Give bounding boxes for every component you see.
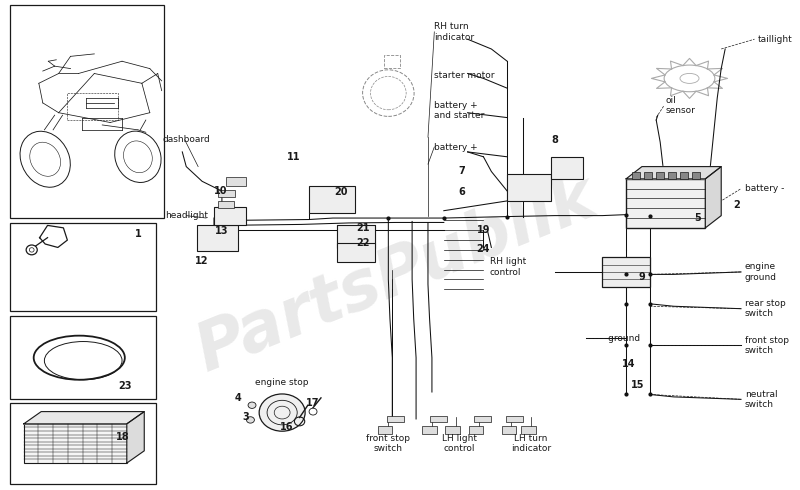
Text: dashboard: dashboard <box>162 135 210 144</box>
Text: taillight: taillight <box>758 35 793 44</box>
Text: 15: 15 <box>631 380 645 390</box>
Text: 17: 17 <box>306 398 320 408</box>
Text: 4: 4 <box>234 393 241 403</box>
Bar <box>226 177 246 186</box>
Text: 3: 3 <box>242 413 249 422</box>
Bar <box>337 243 375 262</box>
Bar <box>10 403 156 484</box>
Bar <box>430 416 447 422</box>
Text: LH light
control: LH light control <box>442 434 477 453</box>
Bar <box>10 316 156 399</box>
Text: 24: 24 <box>477 244 490 254</box>
Bar <box>386 416 404 422</box>
Text: 18: 18 <box>116 432 130 442</box>
Bar <box>474 416 491 422</box>
Text: 22: 22 <box>356 238 370 247</box>
Bar <box>626 179 706 228</box>
Text: front stop
switch: front stop switch <box>366 434 410 453</box>
Bar <box>656 172 664 179</box>
Text: 10: 10 <box>214 186 227 196</box>
Text: 1: 1 <box>135 229 142 239</box>
Text: LH turn
indicator: LH turn indicator <box>511 434 551 453</box>
Ellipse shape <box>259 394 305 431</box>
Text: battery +
and starter: battery + and starter <box>434 100 485 120</box>
Polygon shape <box>706 167 722 228</box>
Text: engine stop: engine stop <box>254 378 308 387</box>
Bar <box>507 174 551 201</box>
Bar <box>197 225 238 251</box>
Text: 20: 20 <box>334 187 347 197</box>
Text: 16: 16 <box>280 422 294 432</box>
Bar <box>10 5 164 218</box>
Bar <box>502 426 516 434</box>
Text: front stop
switch: front stop switch <box>745 336 789 355</box>
Bar <box>218 190 235 197</box>
Bar <box>551 157 582 179</box>
Bar <box>422 426 437 434</box>
Polygon shape <box>127 412 144 463</box>
Text: starter motor: starter motor <box>434 72 495 80</box>
FancyBboxPatch shape <box>602 257 650 287</box>
Text: 6: 6 <box>458 187 466 197</box>
Text: neutral
switch: neutral switch <box>745 390 778 409</box>
Bar <box>218 201 234 208</box>
Text: 14: 14 <box>622 359 635 368</box>
Bar <box>692 172 700 179</box>
Bar <box>384 55 400 68</box>
Text: 9: 9 <box>638 272 646 282</box>
Bar <box>214 207 246 225</box>
Text: 13: 13 <box>215 226 229 236</box>
Text: - ground: - ground <box>602 334 641 343</box>
Bar <box>24 424 127 463</box>
Bar <box>644 172 652 179</box>
Text: PartsPublik: PartsPublik <box>186 164 606 385</box>
Bar <box>678 208 694 221</box>
Bar <box>633 172 640 179</box>
Bar <box>378 426 392 434</box>
Text: 5: 5 <box>694 213 701 223</box>
Text: battery -: battery - <box>745 184 784 193</box>
Polygon shape <box>626 167 722 179</box>
Bar <box>680 172 688 179</box>
Text: 21: 21 <box>356 223 370 233</box>
Text: 23: 23 <box>118 381 132 391</box>
Text: engine
ground: engine ground <box>745 262 777 282</box>
Text: 8: 8 <box>551 135 558 145</box>
Text: RH turn
indicator: RH turn indicator <box>434 22 474 42</box>
Bar <box>309 186 355 213</box>
Bar <box>66 93 118 120</box>
Text: 11: 11 <box>286 152 300 162</box>
Text: 2: 2 <box>734 200 741 210</box>
Bar <box>522 426 536 434</box>
Ellipse shape <box>246 416 254 423</box>
Bar <box>469 426 483 434</box>
Text: 12: 12 <box>195 256 209 266</box>
Bar <box>337 225 375 248</box>
Ellipse shape <box>248 402 256 409</box>
Bar <box>668 172 676 179</box>
Polygon shape <box>24 412 144 424</box>
Text: 7: 7 <box>458 167 466 176</box>
Text: headlight: headlight <box>165 211 208 220</box>
Text: 19: 19 <box>477 225 490 235</box>
Text: rear stop
switch: rear stop switch <box>745 299 786 318</box>
Bar <box>506 416 523 422</box>
Text: battery +: battery + <box>434 143 478 151</box>
Text: RH light
control: RH light control <box>490 257 526 277</box>
Bar <box>10 223 156 311</box>
Bar <box>446 426 460 434</box>
Text: oil
sensor: oil sensor <box>666 96 696 115</box>
